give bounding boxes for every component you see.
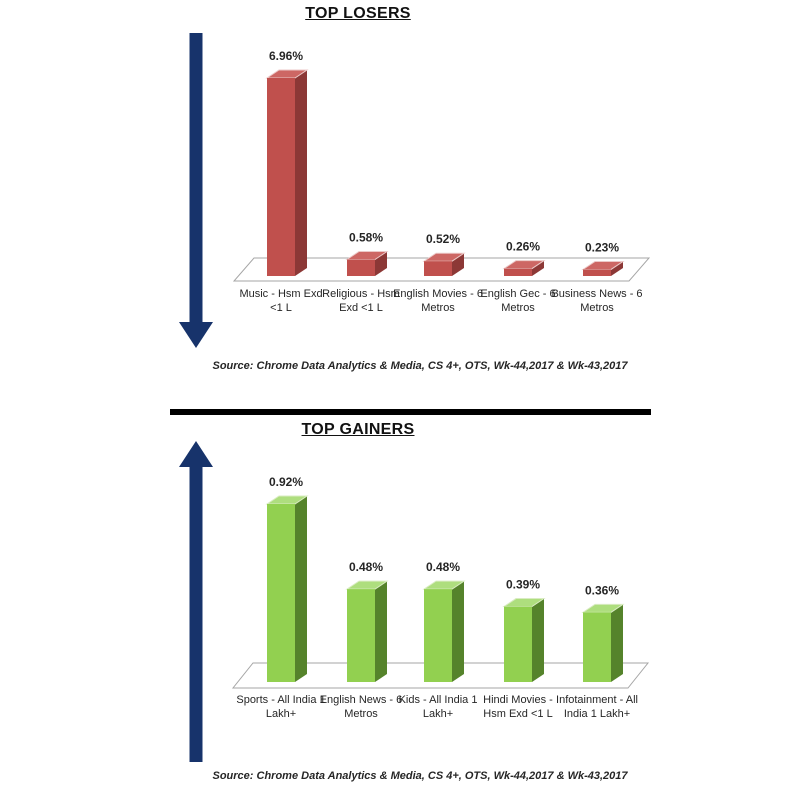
source-note: Source: Chrome Data Analytics & Media, C…	[212, 360, 628, 372]
bar: 0.26%	[502, 240, 546, 276]
bar-side-face	[295, 496, 307, 682]
bar-value-label: 0.48%	[349, 560, 383, 574]
top-losers-chart-canvas: 6.96% 0.58% 0.52% 0.26% 0.23%	[179, 33, 651, 348]
bar-front-face	[424, 589, 452, 682]
bar-front-face	[267, 78, 295, 276]
bar: 0.92%	[265, 475, 309, 682]
bar-value-label: 0.58%	[349, 231, 383, 245]
category-label: Music - Hsm Exd <1 L	[239, 288, 323, 315]
bar: 0.48%	[422, 560, 466, 682]
bar-front-face	[583, 269, 611, 276]
bar-value-label: 0.26%	[506, 240, 540, 254]
bar: 0.48%	[345, 560, 389, 682]
trend-arrow-up-icon	[179, 441, 213, 762]
category-label: Business News - 6 Metros	[551, 288, 643, 315]
section-divider	[170, 409, 651, 415]
category-label: Kids - All India 1 Lakh+	[398, 694, 478, 721]
bar-front-face	[504, 606, 532, 682]
bar-front-face	[347, 259, 375, 276]
category-label: Infotainment - All India 1 Lakh+	[556, 694, 638, 721]
trend-arrow-down-icon	[179, 33, 213, 348]
bar: 0.23%	[581, 240, 625, 276]
bar-side-face	[295, 70, 307, 276]
bar-value-label: 0.39%	[506, 578, 540, 592]
top-gainers-section: TOP GAINERS 0.92% 0.48% 0.48% 0.39% 0.36% Sp…	[0, 400, 800, 800]
source-note: Source: Chrome Data Analytics & Media, C…	[212, 770, 628, 782]
bar-value-label: 0.52%	[426, 232, 460, 246]
bar-side-face	[611, 261, 623, 276]
bar-value-label: 0.92%	[269, 475, 303, 489]
bar-side-face	[452, 581, 464, 682]
bar-side-face	[375, 581, 387, 682]
bar-value-label: 0.48%	[426, 560, 460, 574]
bar-front-face	[424, 261, 452, 276]
bar-front-face	[347, 589, 375, 682]
bar: 0.36%	[581, 583, 625, 682]
category-label: English News - 6 Metros	[319, 694, 403, 721]
bar: 0.39%	[502, 578, 546, 682]
bar-side-face	[452, 253, 464, 276]
top-gainers-chart-canvas: 0.92% 0.48% 0.48% 0.39% 0.36%	[179, 441, 650, 762]
bar-value-label: 0.36%	[585, 583, 619, 597]
top-losers-section: TOP LOSERS 6.96% 0.58% 0.52% 0.26% 0.23% Mus…	[179, 5, 651, 372]
bar-value-label: 0.23%	[585, 240, 619, 254]
category-label: English Gec - 6 Metros	[480, 288, 556, 315]
bar-front-face	[504, 268, 532, 276]
bar-value-label: 6.96%	[269, 49, 303, 63]
bar-front-face	[583, 612, 611, 682]
category-label: Hindi Movies - Hsm Exd <1 L	[483, 694, 553, 721]
bar: 6.96%	[265, 49, 309, 276]
bar: 0.58%	[345, 231, 389, 276]
category-label: Religious - Hsm Exd <1 L	[322, 288, 400, 315]
top-losers-title: TOP LOSERS	[305, 5, 411, 22]
category-label: Sports - All India 1 Lakh+	[236, 694, 326, 721]
bar: 0.52%	[422, 232, 466, 276]
category-label: English Movies - 6 Metros	[393, 288, 483, 315]
bar-side-face	[532, 598, 544, 682]
bar-top-face	[502, 598, 546, 608]
bar-front-face	[267, 504, 295, 682]
top-gainers-title: TOP GAINERS	[301, 421, 415, 438]
bar-side-face	[611, 604, 623, 682]
bar-side-face	[532, 260, 544, 276]
